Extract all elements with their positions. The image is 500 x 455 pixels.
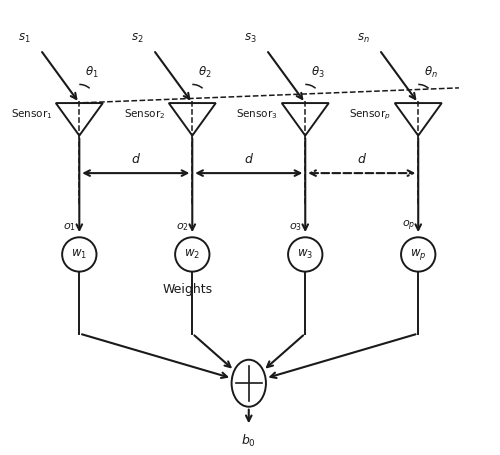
Text: $o_3$: $o_3$ bbox=[289, 221, 302, 233]
Text: $\theta_3$: $\theta_3$ bbox=[310, 65, 324, 80]
Text: Weights: Weights bbox=[162, 283, 213, 296]
Text: $s_1$: $s_1$ bbox=[18, 32, 30, 46]
Ellipse shape bbox=[232, 360, 266, 407]
Text: $d$: $d$ bbox=[356, 152, 366, 166]
Text: $w_2$: $w_2$ bbox=[184, 248, 200, 261]
Text: $d$: $d$ bbox=[131, 152, 141, 166]
Text: Sensor$_3$: Sensor$_3$ bbox=[236, 107, 278, 121]
Text: $w_1$: $w_1$ bbox=[72, 248, 88, 261]
Text: $s_2$: $s_2$ bbox=[131, 32, 143, 46]
Text: $o_2$: $o_2$ bbox=[176, 221, 189, 233]
Text: $\theta_1$: $\theta_1$ bbox=[84, 65, 98, 80]
Text: $w_3$: $w_3$ bbox=[297, 248, 314, 261]
Text: $b_0$: $b_0$ bbox=[242, 433, 256, 449]
Circle shape bbox=[62, 237, 96, 272]
Circle shape bbox=[288, 237, 322, 272]
Text: Sensor$_p$: Sensor$_p$ bbox=[349, 107, 391, 122]
Text: $s_n$: $s_n$ bbox=[356, 32, 370, 46]
Text: Sensor$_1$: Sensor$_1$ bbox=[10, 107, 52, 121]
Text: $d$: $d$ bbox=[244, 152, 254, 166]
Text: Sensor$_2$: Sensor$_2$ bbox=[124, 107, 165, 121]
Text: $s_3$: $s_3$ bbox=[244, 32, 256, 46]
Text: $o_1$: $o_1$ bbox=[63, 221, 76, 233]
Text: $o_p$: $o_p$ bbox=[402, 218, 415, 233]
Text: $\theta_n$: $\theta_n$ bbox=[424, 65, 438, 80]
Circle shape bbox=[401, 237, 436, 272]
Text: $w_p$: $w_p$ bbox=[410, 247, 426, 262]
Text: $\theta_2$: $\theta_2$ bbox=[198, 65, 211, 80]
Circle shape bbox=[175, 237, 210, 272]
